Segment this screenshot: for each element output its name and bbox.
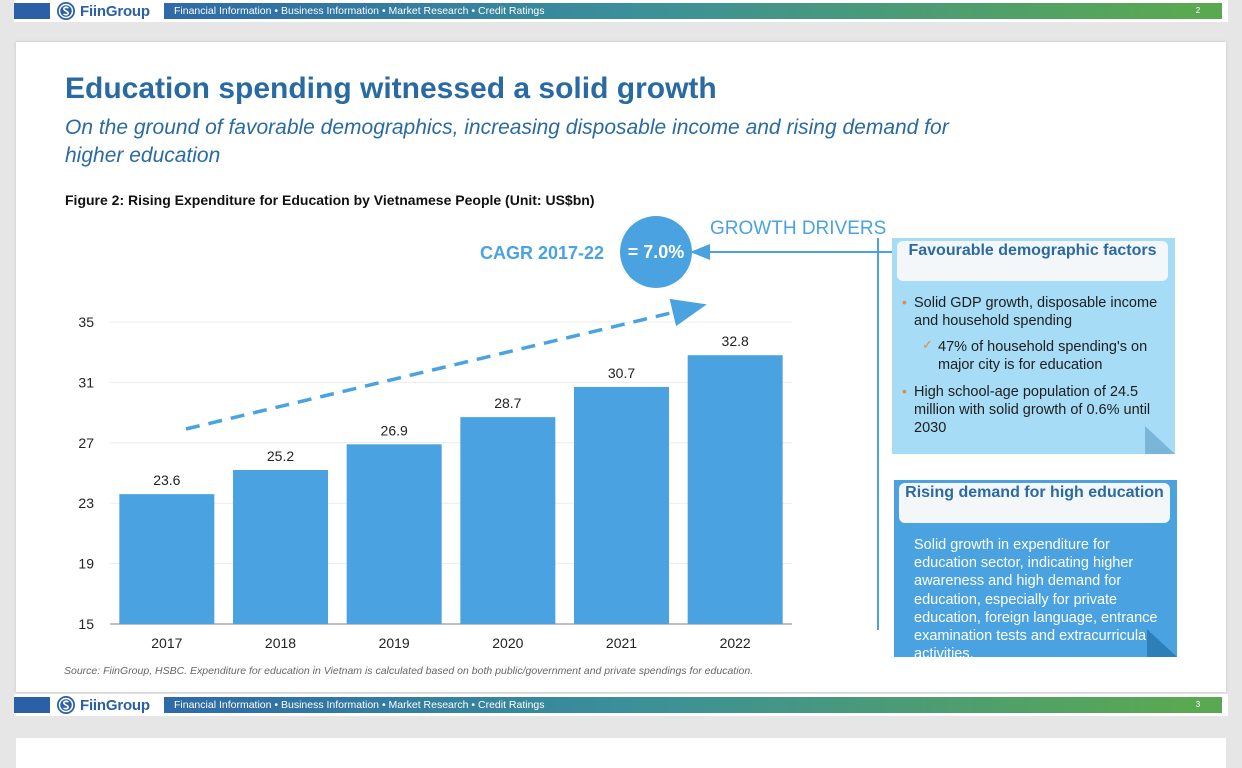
y-tick-label: 23 <box>78 495 94 511</box>
y-tick-label: 31 <box>78 374 94 390</box>
bar-value-label: 30.7 <box>608 365 635 381</box>
header-tagline: Financial Information • Business Informa… <box>164 3 1186 19</box>
bar-2022 <box>687 355 783 624</box>
education-spending-chart: 15 19 23 27 31 35 23.6 2017 25.2 2018 26.9 2019 28.7… <box>78 238 892 651</box>
rising-demand-box: Rising demand for high education Solid g… <box>894 480 1177 662</box>
source-note: Source: FiinGroup, HSBC. Expenditure for… <box>64 665 754 677</box>
header-page-number: 2 <box>1174 3 1222 19</box>
bar-2019 <box>346 444 442 624</box>
bar-value-label: 23.6 <box>153 472 180 488</box>
x-tick-label: 2021 <box>606 635 637 651</box>
y-tick-label: 35 <box>78 314 94 330</box>
slide-subtitle: On the ground of favorable demographics,… <box>65 116 949 167</box>
fiingroup-logo: FiinGroup <box>56 694 150 716</box>
demand-box-title: Rising demand for high education <box>899 483 1170 523</box>
fiingroup-logo: FiinGroup <box>56 0 150 22</box>
demographic-item-1: Solid GDP growth, disposable income and … <box>914 295 1158 329</box>
cagr-label: CAGR 2017-22 <box>480 243 605 263</box>
footer-tagline: Financial Information • Business Informa… <box>164 697 1186 713</box>
bullet-icon: • <box>902 294 907 310</box>
bar-value-label: 28.7 <box>494 395 521 411</box>
figure-caption: Figure 2: Rising Expenditure for Educati… <box>65 192 595 208</box>
x-tick-label: 2020 <box>492 635 523 651</box>
fiingroup-logo-icon <box>57 696 75 714</box>
footer-blue-square <box>14 697 50 713</box>
demographic-factors-box: Favourable demographic factors • Solid G… <box>892 238 1175 454</box>
bar-value-label: 26.9 <box>381 422 408 438</box>
x-tick-label: 2019 <box>379 635 410 651</box>
demand-box-text: Solid growth in expenditure for educatio… <box>914 537 1158 663</box>
bar-value-label: 32.8 <box>722 333 749 349</box>
x-tick-label: 2018 <box>265 635 296 651</box>
trend-arrow <box>185 298 707 431</box>
y-tick-label: 19 <box>78 556 94 572</box>
bar-2018 <box>233 469 328 624</box>
growth-drivers-title: GROWTH DRIVERS <box>710 218 887 239</box>
cagr-circle: = 7.0% <box>620 216 692 288</box>
fiingroup-logo-icon <box>57 2 75 20</box>
bar-value-label: 25.2 <box>267 448 294 464</box>
bar-2017 <box>119 494 215 624</box>
bullet-icon: • <box>902 383 907 399</box>
demographic-subitem: 47% of household spending's on major cit… <box>938 339 1148 373</box>
logo-text: FiinGroup <box>80 2 150 20</box>
page-fold-corner <box>1147 629 1177 657</box>
x-tick-label: 2022 <box>720 635 751 651</box>
bar-2021 <box>574 386 669 624</box>
y-tick-label: 15 <box>78 616 94 632</box>
bottom-footer-bar: FiinGroup Financial Information • Busine… <box>14 694 1228 716</box>
demographic-item-2: High school-age population of 24.5 milli… <box>914 384 1151 436</box>
check-icon: ✓ <box>922 337 933 352</box>
next-slide-edge <box>16 738 1226 768</box>
logo-text: FiinGroup <box>80 696 150 714</box>
bar-2020 <box>460 417 556 624</box>
header-blue-square <box>14 3 50 19</box>
slide-title: Education spending witnessed a solid gro… <box>65 72 717 105</box>
slide: Education spending witnessed a solid gro… <box>16 42 1226 692</box>
page-fold-corner <box>1145 426 1175 454</box>
y-tick-label: 27 <box>78 435 94 451</box>
demographic-box-title: Favourable demographic factors <box>897 241 1168 281</box>
x-tick-label: 2017 <box>151 635 182 651</box>
top-header-bar: FiinGroup Financial Information • Busine… <box>14 0 1228 22</box>
footer-page-number: 3 <box>1174 697 1222 713</box>
